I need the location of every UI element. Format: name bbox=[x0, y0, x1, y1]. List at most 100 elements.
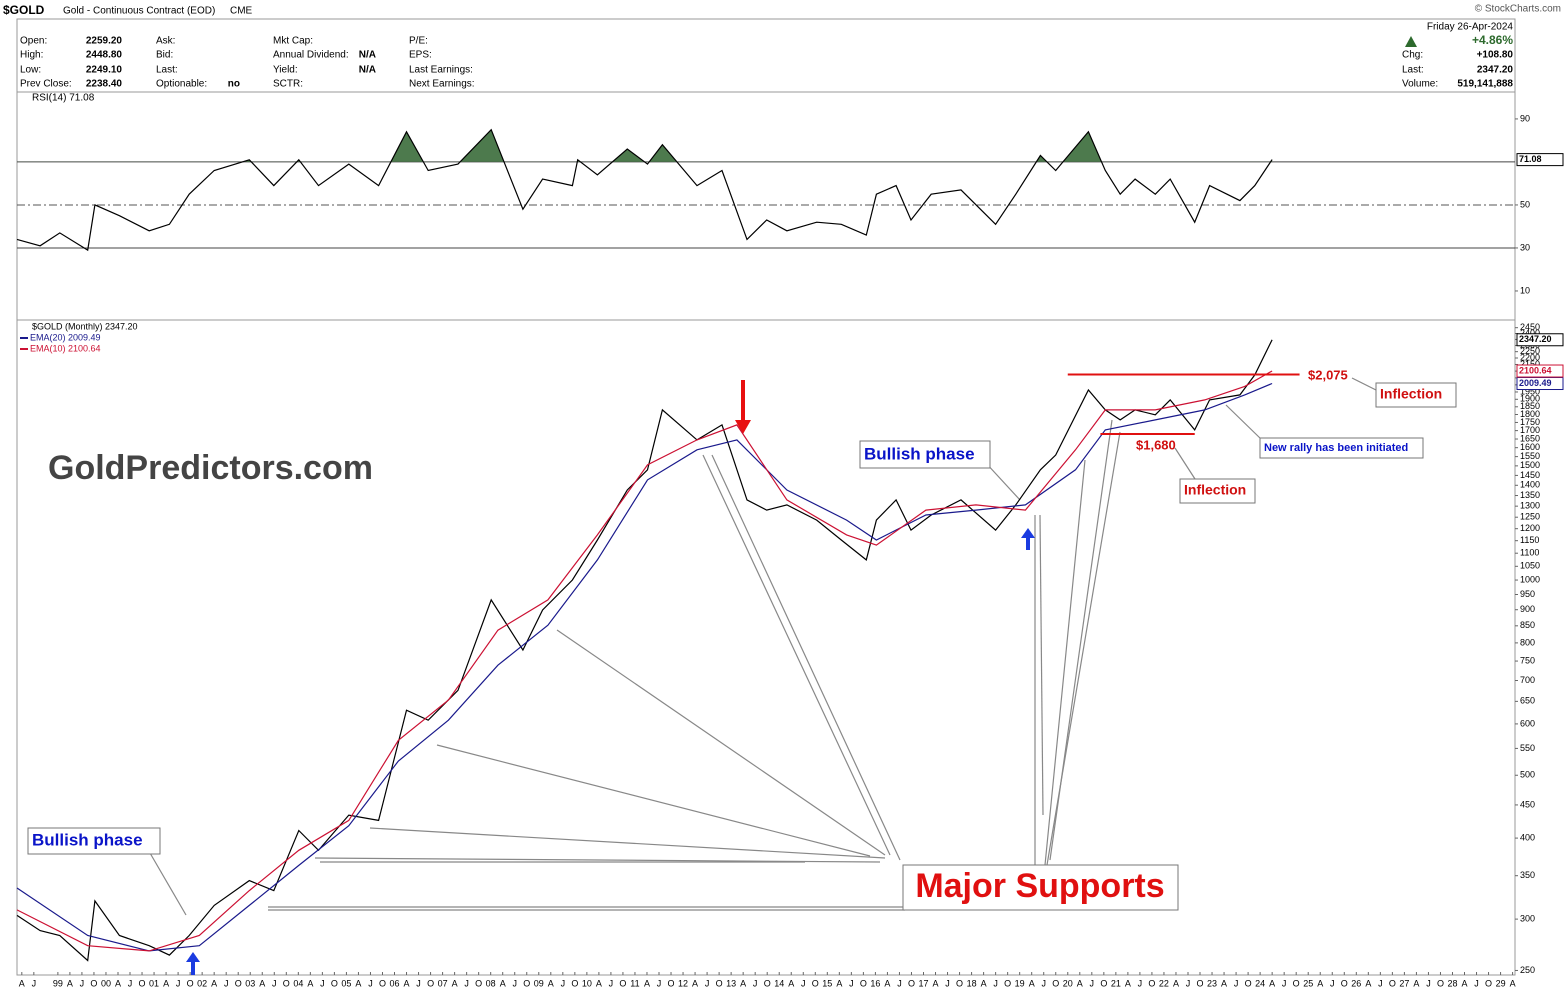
x-tick-label: O bbox=[331, 978, 338, 988]
y-tick-label: 550 bbox=[1520, 743, 1535, 753]
x-tick-label: J bbox=[512, 978, 517, 988]
x-tick-label: O bbox=[1245, 978, 1252, 988]
x-tick-label: O bbox=[1100, 978, 1107, 988]
y-tick-label: 900 bbox=[1520, 604, 1535, 614]
x-tick-label: J bbox=[320, 978, 325, 988]
y-tick-label: 1950 bbox=[1520, 386, 1540, 396]
x-tick-label: A bbox=[1029, 978, 1035, 988]
y-tick-label: 800 bbox=[1520, 637, 1535, 647]
annotation-box bbox=[1179, 478, 1256, 504]
x-tick-label: 27 bbox=[1399, 978, 1409, 988]
x-tick-label: J bbox=[1378, 978, 1383, 988]
x-tick-label: 08 bbox=[486, 978, 496, 988]
watermark-site: GoldPredictors.com bbox=[48, 449, 373, 487]
level-label: $2,075 bbox=[1308, 367, 1348, 382]
y-tick-label: 2400 bbox=[1520, 328, 1540, 338]
x-tick-label: O bbox=[1485, 978, 1492, 988]
annotation-box bbox=[1259, 437, 1424, 459]
x-tick-label: A bbox=[404, 978, 410, 988]
frame bbox=[16, 18, 1516, 976]
x-tick-label: J bbox=[753, 978, 758, 988]
date: Friday 26-Apr-2024 bbox=[1427, 22, 1514, 33]
legend-entry: EMA(10) 2100.64 bbox=[30, 343, 101, 353]
x-tick-label: 11 bbox=[630, 978, 639, 988]
x-tick-label: 21 bbox=[1111, 978, 1121, 988]
x-tick-label: O bbox=[860, 978, 867, 988]
annotation: Major Supports bbox=[915, 867, 1164, 905]
x-tick-label: O bbox=[1148, 978, 1155, 988]
x-tick-label: O bbox=[475, 978, 482, 988]
field-value: N/A bbox=[359, 65, 376, 76]
x-tick-label: 04 bbox=[293, 978, 303, 988]
annotation: Inflection bbox=[1184, 482, 1246, 498]
x-tick-label: A bbox=[692, 978, 698, 988]
x-tick-label: 19 bbox=[1015, 978, 1025, 988]
x-tick-label: 25 bbox=[1303, 978, 1313, 988]
y-tick-label: 1200 bbox=[1520, 523, 1540, 533]
y-tick-label: 1150 bbox=[1520, 535, 1539, 545]
y-tick-label: 750 bbox=[1520, 655, 1535, 665]
y-tick-label: 1100 bbox=[1520, 548, 1539, 558]
value-box bbox=[1516, 333, 1564, 347]
x-tick-label: 01 bbox=[149, 978, 159, 988]
panel: 10 30 50 90 71.08 bbox=[16, 113, 1564, 295]
x-tick-label: O bbox=[716, 978, 723, 988]
y-tick-label: 250 bbox=[1520, 965, 1535, 975]
x-tick-label: O bbox=[283, 978, 290, 988]
series-line bbox=[16, 128, 1273, 252]
field-label: Optionable: bbox=[156, 79, 207, 90]
series-line bbox=[16, 382, 1273, 952]
x-tick-label: O bbox=[1293, 978, 1300, 988]
x-tick-label: J bbox=[80, 978, 85, 988]
x-tick-label: J bbox=[993, 978, 998, 988]
support-pointers bbox=[149, 377, 1377, 916]
x-tick-label: J bbox=[1330, 978, 1335, 988]
x-tick-label: J bbox=[705, 978, 710, 988]
x-tick-label: A bbox=[740, 978, 746, 988]
x-tick-label: J bbox=[561, 978, 566, 988]
x-tick-label: J bbox=[1474, 978, 1479, 988]
field-value: 2249.10 bbox=[86, 65, 123, 76]
field-label: Next Earnings: bbox=[409, 79, 475, 90]
annotation: Bullish phase bbox=[864, 444, 975, 463]
x-tick-label: O bbox=[427, 978, 434, 988]
x-tick-label: A bbox=[644, 978, 650, 988]
y-tick-label: 650 bbox=[1520, 696, 1535, 706]
x-tick-label: J bbox=[1234, 978, 1239, 988]
x-tick-label: J bbox=[609, 978, 614, 988]
x-tick-label: O bbox=[668, 978, 675, 988]
legend-entry: $GOLD (Monthly) 2347.20 bbox=[32, 321, 138, 331]
x-tick-label: A bbox=[1461, 978, 1467, 988]
y-tick-label: 350 bbox=[1520, 870, 1535, 880]
x-tick-label: J bbox=[897, 978, 902, 988]
value-box bbox=[1516, 364, 1564, 378]
x-tick-label: J bbox=[1090, 978, 1095, 988]
x-tick-label: O bbox=[1389, 978, 1396, 988]
x-tick-label: J bbox=[1186, 978, 1191, 988]
x-tick-label: A bbox=[452, 978, 458, 988]
watermark: © StockCharts.com bbox=[1475, 4, 1561, 15]
y-tick-label: 1850 bbox=[1520, 401, 1540, 411]
y-tick-label: 1450 bbox=[1520, 470, 1540, 480]
y-tick-label: 1700 bbox=[1520, 425, 1540, 435]
x-tick-label: A bbox=[500, 978, 506, 988]
y-tick-label: 1250 bbox=[1520, 512, 1540, 522]
y-tick-label: 1050 bbox=[1520, 561, 1540, 571]
y-tick-label: 50 bbox=[1520, 199, 1530, 209]
value-box bbox=[1516, 153, 1564, 167]
x-tick-label: O bbox=[187, 978, 194, 988]
x-tick-label: J bbox=[176, 978, 181, 988]
x-tick-label: 26 bbox=[1351, 978, 1361, 988]
x-tick-label: J bbox=[416, 978, 421, 988]
x-tick-label: J bbox=[801, 978, 806, 988]
y-tick-label: 1800 bbox=[1520, 409, 1540, 419]
x-tick-label: 13 bbox=[726, 978, 736, 988]
y-tick-label: 1400 bbox=[1520, 480, 1540, 490]
x-tick-label: A bbox=[19, 978, 25, 988]
quote-value: +108.80 bbox=[1477, 50, 1514, 61]
x-tick-label: 22 bbox=[1159, 978, 1169, 988]
quote-label: Last: bbox=[1402, 65, 1424, 76]
annotation-box bbox=[902, 864, 1179, 911]
x-tick-label: O bbox=[1052, 978, 1059, 988]
